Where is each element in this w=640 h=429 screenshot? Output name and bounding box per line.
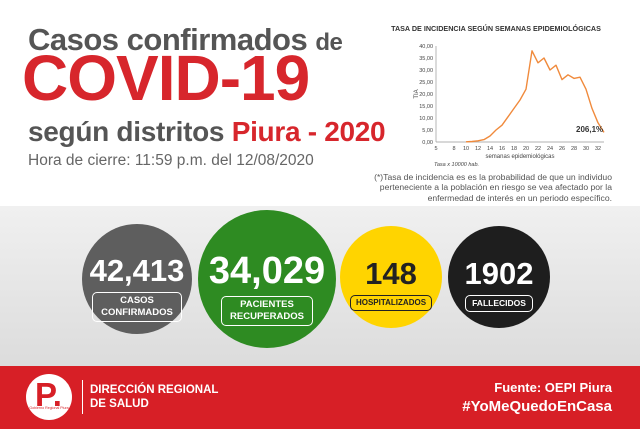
- x-tick-label: 10: [463, 146, 469, 152]
- y-tick-label: 20,00: [419, 92, 433, 98]
- x-tick-label: 5: [434, 146, 437, 152]
- stat-hospitalized: 148 HOSPITALIZADOS: [340, 226, 442, 328]
- x-axis-label: semanas epidemiológicas: [485, 154, 554, 160]
- x-tick-label: 32: [595, 146, 601, 152]
- x-tick-label: 30: [583, 146, 589, 152]
- x-tick-label: 18: [511, 146, 517, 152]
- footer-divider: [82, 380, 83, 414]
- source: Fuente: OEPI Piura: [494, 380, 612, 395]
- stat-confirmed-value: 42,413: [89, 253, 185, 288]
- x-tick-label: 14: [487, 146, 493, 152]
- stat-confirmed-label: CASOS CONFIRMADOS: [92, 292, 182, 322]
- chart-title: TASA DE INCIDENCIA SEGÚN SEMANAS EPIDEMI…: [391, 24, 601, 33]
- stat-hospitalized-label: HOSPITALIZADOS: [349, 295, 433, 311]
- hashtag: #YoMeQuedoEnCasa: [462, 398, 612, 415]
- x-tick-label: 16: [499, 146, 505, 152]
- stat-deceased: 1902 FALLECIDOS: [448, 226, 550, 328]
- y-axis-label: TIA: [414, 89, 420, 98]
- stat-recovered-value: 34,029: [208, 250, 326, 292]
- footer: P. Gobierno Regional Piura DIRECCIÓN REG…: [0, 366, 640, 429]
- gobierno-regional-logo: P. Gobierno Regional Piura: [26, 374, 72, 420]
- title-covid: COVID-19: [22, 42, 310, 114]
- stat-deceased-label: FALLECIDOS: [465, 295, 533, 312]
- incidence-note: (*)Tasa de incidencia es es la probabili…: [374, 172, 612, 203]
- x-tick-label: 8: [452, 146, 455, 152]
- x-tick-label: 20: [523, 146, 529, 152]
- stat-recovered: 34,029 PACIENTES RECUPERADOS: [198, 210, 336, 348]
- header-section: Casos confirmados de COVID-19 según dist…: [0, 0, 640, 206]
- y-tick-label: 0,00: [422, 140, 433, 146]
- y-tick-label: 30,00: [419, 68, 433, 74]
- title-line-1: Casos confirmados de: [28, 22, 343, 57]
- stat-confirmed: 42,413 CASOS CONFIRMADOS: [82, 224, 192, 334]
- y-tick-label: 35,00: [419, 56, 433, 62]
- stat-recovered-label: PACIENTES RECUPERADOS: [221, 296, 313, 326]
- org-name: DIRECCIÓN REGIONAL DE SALUD: [90, 384, 219, 410]
- title-line-3: según distritos Piura - 2020: [28, 116, 386, 147]
- x-tick-label: 26: [559, 146, 565, 152]
- x-tick-label: 28: [571, 146, 577, 152]
- stat-deceased-value: 1902: [464, 256, 534, 291]
- chart-annotation: 206,1%: [576, 125, 603, 134]
- y-tick-label: 25,00: [419, 80, 433, 86]
- x-tick-label: 22: [535, 146, 541, 152]
- stat-hospitalized-value: 148: [365, 256, 417, 291]
- incidence-chart: TASA DE INCIDENCIA SEGÚN SEMANAS EPIDEMI…: [391, 24, 605, 168]
- x-tick-label: 12: [475, 146, 481, 152]
- closing-time: Hora de cierre: 11:59 p.m. del 12/08/202…: [28, 152, 314, 169]
- y-tick-label: 5,00: [422, 128, 433, 134]
- series-line: [465, 50, 605, 143]
- y-tick-label: 40,00: [419, 44, 433, 50]
- y-tick-label: 15,00: [419, 104, 433, 110]
- x-tick-label: 24: [547, 146, 553, 152]
- y-tick-label: 10,00: [419, 116, 433, 122]
- chart-footnote: Tasa x 10000 hab.: [434, 162, 479, 168]
